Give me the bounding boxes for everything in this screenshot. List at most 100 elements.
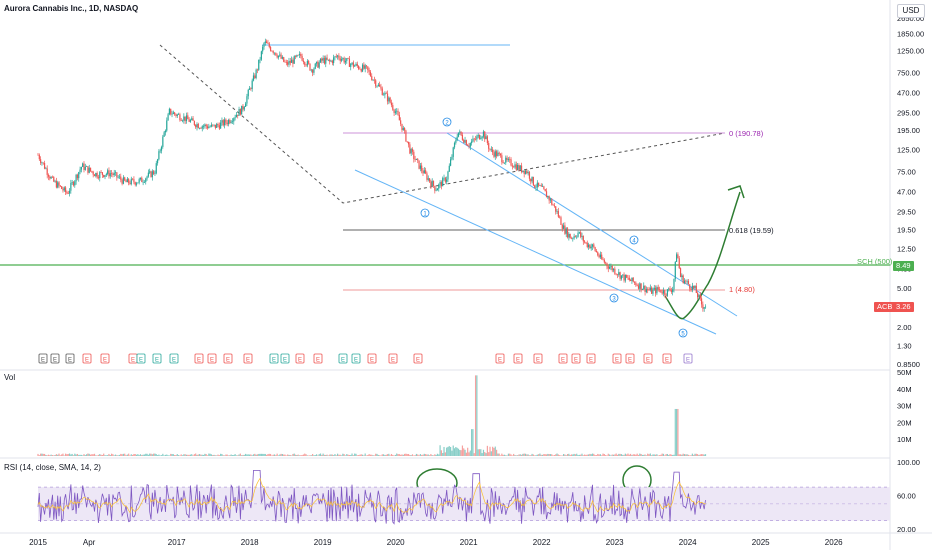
volume-bar xyxy=(595,455,598,456)
volume-bar xyxy=(284,454,286,456)
volume-bar xyxy=(309,455,311,456)
candle-body xyxy=(360,69,362,72)
volume-bar xyxy=(86,454,88,456)
candle-body xyxy=(384,92,386,95)
volume-bar xyxy=(492,446,494,456)
candle-body xyxy=(79,169,81,173)
candle-body xyxy=(697,293,699,298)
volume-bar xyxy=(477,449,479,456)
candle-body xyxy=(220,122,222,129)
volume-bar xyxy=(150,453,152,456)
volume-bar xyxy=(522,453,524,456)
candle-body xyxy=(248,88,251,90)
candle-body xyxy=(610,266,612,267)
volume-bar xyxy=(191,454,193,456)
volume-bar xyxy=(678,454,680,456)
volume-bar xyxy=(243,454,245,456)
candle-body xyxy=(453,142,456,148)
volume-bar xyxy=(536,454,538,456)
candle-body xyxy=(183,116,185,121)
volume-bar xyxy=(683,454,686,456)
volume-bar xyxy=(635,454,637,456)
volume-bar xyxy=(601,455,603,456)
candle-body xyxy=(637,285,640,289)
volume-bar xyxy=(502,454,504,456)
candle-body xyxy=(195,124,197,128)
volume-bar xyxy=(76,453,79,456)
candle-body xyxy=(361,64,364,72)
volume-bar xyxy=(501,453,503,456)
candle-body xyxy=(631,277,633,282)
candle-body xyxy=(509,159,511,160)
candle-body xyxy=(146,176,148,179)
candle-body xyxy=(234,117,236,119)
volume-bar xyxy=(481,453,483,456)
candle-body xyxy=(574,236,577,237)
candle-body xyxy=(92,171,94,175)
volume-bar xyxy=(404,453,406,456)
earnings-marker xyxy=(388,353,398,364)
earnings-marker xyxy=(338,353,348,364)
price-tick-label: 2.00 xyxy=(897,323,912,332)
volume-bar xyxy=(532,454,534,456)
volume-bar xyxy=(552,455,554,456)
candle-body xyxy=(210,124,213,127)
candle-body xyxy=(298,54,301,56)
volume-bar xyxy=(548,454,550,456)
candle-body xyxy=(484,131,486,140)
wave-label-text: 2 xyxy=(445,121,449,127)
candle-body xyxy=(578,232,580,233)
earnings-marker-label: E xyxy=(283,358,287,364)
volume-bar xyxy=(135,454,138,456)
volume-bar xyxy=(331,454,333,456)
candle-body xyxy=(292,59,294,64)
candle-body xyxy=(121,179,123,184)
volume-bar xyxy=(689,455,691,456)
candle-body xyxy=(254,75,256,79)
earnings-marker xyxy=(533,353,543,364)
earnings-marker-label: E xyxy=(498,358,502,364)
volume-bar xyxy=(129,455,131,456)
candle-body xyxy=(246,96,248,104)
volume-bar xyxy=(83,454,85,456)
volume-bar xyxy=(269,453,272,456)
volume-bar xyxy=(204,453,206,456)
candle-body xyxy=(179,114,181,121)
candle-body xyxy=(593,244,595,248)
candle-body xyxy=(375,80,377,87)
volume-bar xyxy=(438,454,440,456)
volume-bar xyxy=(446,447,448,456)
volume-bar xyxy=(566,454,569,456)
volume-bar xyxy=(50,454,52,456)
volume-bar xyxy=(686,454,688,456)
price-tick-label: 19.50 xyxy=(897,225,916,234)
volume-bar xyxy=(271,455,273,456)
volume-bar xyxy=(637,454,640,456)
volume-bar xyxy=(565,455,567,456)
candle-body xyxy=(602,258,604,261)
candle-body xyxy=(135,183,138,185)
candle-body xyxy=(389,97,391,103)
volume-bar xyxy=(268,453,270,456)
volume-bar xyxy=(360,454,362,456)
volume-bar xyxy=(263,453,265,456)
volume-bar xyxy=(158,454,160,456)
volume-bar xyxy=(230,454,232,456)
wave-label-circle xyxy=(609,293,619,303)
candle-body xyxy=(78,172,80,179)
volume-bar xyxy=(543,454,545,456)
candle-body xyxy=(640,283,642,290)
candle-body xyxy=(434,185,436,191)
volume-bar xyxy=(292,453,294,456)
time-tick-label: 2017 xyxy=(168,538,186,547)
currency-button[interactable]: USD xyxy=(897,4,925,18)
candle-body xyxy=(62,188,64,191)
candle-body xyxy=(694,285,696,288)
candle-body xyxy=(339,58,341,61)
volume-bar xyxy=(549,454,552,456)
volume-bar xyxy=(155,454,157,456)
candle-body xyxy=(603,260,605,263)
volume-bar xyxy=(427,454,429,456)
candle-body xyxy=(559,216,561,218)
